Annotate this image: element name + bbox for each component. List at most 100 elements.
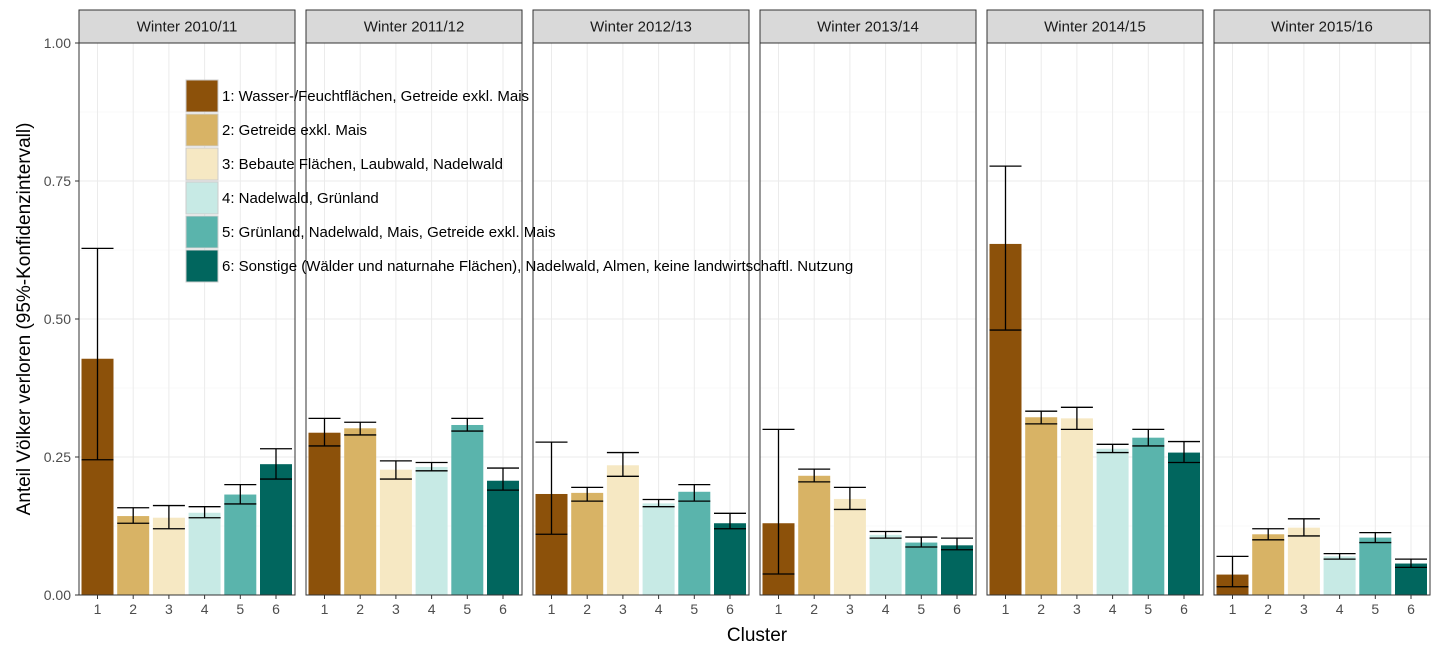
legend-label: 1: Wasser-/Feuchtflächen, Getreide exkl.… <box>222 88 529 105</box>
bar <box>415 466 448 595</box>
bar <box>260 464 292 595</box>
panel-border <box>1213 42 1431 596</box>
facet-strip <box>78 9 296 44</box>
legend-label: 5: Grünland, Nadelwald, Mais, Getreide e… <box>222 224 555 241</box>
bar <box>1132 437 1165 595</box>
facet-strip-label: Winter 2013/14 <box>817 19 919 36</box>
legend-key <box>185 249 219 283</box>
facet-panels: Winter 2010/11 1 2 3 4 5 6 Winter 2011/12 1 2 3 4 5 6… <box>78 9 1431 617</box>
x-tick-label: 2 <box>810 601 818 617</box>
bar <box>1060 418 1093 595</box>
x-tick-label: 2 <box>356 601 364 617</box>
bar <box>798 475 831 595</box>
bar <box>642 503 675 595</box>
bar <box>224 494 257 595</box>
y-tick-label: 0.25 <box>44 449 71 465</box>
facet-panel: Winter 2011/12 1 2 3 4 5 6 <box>305 9 523 617</box>
y-tick-label: 0.50 <box>44 311 71 327</box>
x-tick-label: 6 <box>726 601 734 617</box>
x-tick-label: 5 <box>1144 601 1152 617</box>
x-tick-label: 2 <box>129 601 137 617</box>
x-tick-label: 6 <box>272 601 280 617</box>
bar <box>117 516 150 595</box>
x-tick-label: 3 <box>619 601 627 617</box>
bar <box>833 498 866 595</box>
x-tick-label: 5 <box>917 601 925 617</box>
facet-strip-label: Winter 2012/13 <box>590 19 692 36</box>
x-tick-label: 1 <box>1229 601 1237 617</box>
x-tick-label: 4 <box>1109 601 1117 617</box>
bar <box>571 492 604 595</box>
legend: 1: Wasser-/Feuchtflächen, Getreide exkl.… <box>185 79 853 283</box>
bar <box>714 523 746 595</box>
x-tick-label: 6 <box>499 601 507 617</box>
facet-strip-label: Winter 2010/11 <box>137 19 238 36</box>
facet-panel: Winter 2010/11 1 2 3 4 5 6 <box>78 9 296 617</box>
bar <box>379 469 412 595</box>
bar <box>487 480 519 595</box>
bar <box>1096 448 1129 595</box>
y-axis: 0.00 0.25 0.50 0.75 1.00 <box>44 35 79 603</box>
bar <box>1252 534 1285 595</box>
bar <box>308 432 341 595</box>
bar <box>606 465 639 595</box>
bar <box>451 424 484 595</box>
y-axis-title: Anteil Völker verloren (95%-Konfidenzint… <box>14 123 35 516</box>
x-tick-label: 3 <box>392 601 400 617</box>
legend-key <box>185 147 219 181</box>
x-tick-label: 2 <box>583 601 591 617</box>
x-tick-label: 3 <box>1300 601 1308 617</box>
legend-label: 2: Getreide exkl. Mais <box>222 122 367 139</box>
x-tick-label: 5 <box>1371 601 1379 617</box>
bar <box>905 542 938 595</box>
panel-border <box>532 42 750 596</box>
panel-border <box>305 42 523 596</box>
facet-strip <box>986 9 1204 44</box>
bar <box>188 512 221 595</box>
x-tick-label: 1 <box>775 601 783 617</box>
panel-border <box>986 42 1204 596</box>
bar <box>869 534 902 595</box>
bar <box>1323 556 1356 595</box>
x-tick-label: 1 <box>94 601 102 617</box>
facet-panel: Winter 2015/16 1 2 3 4 5 6 <box>1213 9 1431 617</box>
x-tick-label: 1 <box>321 601 329 617</box>
x-tick-label: 6 <box>953 601 961 617</box>
bar <box>941 545 973 595</box>
facet-strip <box>759 9 977 44</box>
facet-strip <box>1213 9 1431 44</box>
x-tick-label: 5 <box>690 601 698 617</box>
x-tick-label: 5 <box>236 601 244 617</box>
bar <box>678 491 711 595</box>
x-tick-label: 4 <box>428 601 436 617</box>
facet-panel: Winter 2012/13 1 2 3 4 5 6 <box>532 9 750 617</box>
x-tick-label: 2 <box>1037 601 1045 617</box>
x-tick-label: 1 <box>548 601 556 617</box>
facet-strip-label: Winter 2014/15 <box>1044 19 1146 36</box>
facet-panel: Winter 2014/15 1 2 3 4 5 6 <box>986 9 1204 617</box>
bar <box>1025 417 1058 595</box>
facet-strip-label: Winter 2015/16 <box>1271 19 1373 36</box>
x-tick-label: 1 <box>1002 601 1010 617</box>
facet-strip-label: Winter 2011/12 <box>364 19 465 36</box>
facet-strip <box>305 9 523 44</box>
legend-label: 3: Bebaute Flächen, Laubwald, Nadelwald <box>222 156 503 173</box>
y-tick-label: 0.75 <box>44 173 71 189</box>
x-tick-label: 3 <box>1073 601 1081 617</box>
x-tick-label: 5 <box>463 601 471 617</box>
bar <box>1359 537 1392 595</box>
x-tick-label: 4 <box>882 601 890 617</box>
legend-key <box>185 79 219 113</box>
x-tick-label: 6 <box>1180 601 1188 617</box>
legend-label: 4: Nadelwald, Grünland <box>222 190 379 207</box>
legend-key <box>185 113 219 147</box>
bar <box>1395 563 1427 595</box>
facet-panel: Winter 2013/14 1 2 3 4 5 6 <box>759 9 977 617</box>
bar <box>152 517 185 595</box>
y-tick-label: 0.00 <box>44 587 71 603</box>
x-tick-label: 6 <box>1407 601 1415 617</box>
legend-label: 6: Sonstige (Wälder und naturnahe Fläche… <box>222 258 853 275</box>
x-tick-label: 4 <box>1336 601 1344 617</box>
x-tick-label: 3 <box>165 601 173 617</box>
x-tick-label: 4 <box>655 601 663 617</box>
